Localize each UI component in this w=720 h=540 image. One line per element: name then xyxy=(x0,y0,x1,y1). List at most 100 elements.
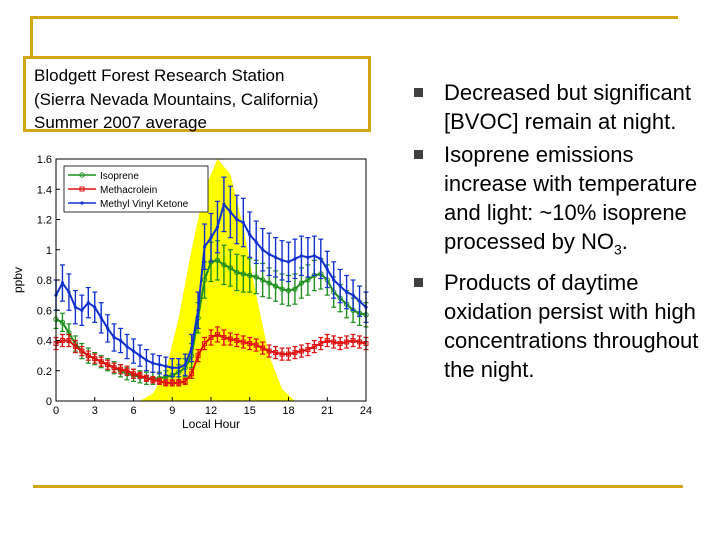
data-point xyxy=(222,202,226,206)
top-rule xyxy=(30,16,678,19)
data-point xyxy=(344,339,350,345)
x-tick-label: 12 xyxy=(205,405,217,417)
y-tick-label: 0.6 xyxy=(37,305,52,317)
y-tick-label: 1.6 xyxy=(37,154,52,166)
data-point xyxy=(332,278,336,282)
data-point xyxy=(298,280,305,286)
data-point xyxy=(215,225,220,229)
data-point xyxy=(125,344,129,349)
data-point xyxy=(248,233,252,237)
data-point xyxy=(260,345,266,351)
data-point xyxy=(202,245,207,249)
data-point xyxy=(357,299,362,303)
data-point xyxy=(324,338,330,343)
square-bullet-icon xyxy=(414,150,423,159)
bottom-rule xyxy=(33,485,683,488)
data-point xyxy=(221,334,227,340)
data-point xyxy=(286,260,291,264)
x-tick-label: 15 xyxy=(244,405,256,417)
legend-marker xyxy=(80,201,84,205)
data-point xyxy=(305,277,311,283)
data-point xyxy=(357,339,363,345)
data-point xyxy=(337,341,343,347)
left-rule xyxy=(30,16,33,56)
data-point xyxy=(112,335,116,340)
data-point xyxy=(79,348,85,354)
data-point xyxy=(266,348,272,354)
data-point xyxy=(157,363,161,367)
bullet-text: Isoprene emissions increase with tempera… xyxy=(444,142,698,254)
data-point xyxy=(319,257,323,261)
data-point xyxy=(266,280,272,286)
data-point xyxy=(73,305,77,309)
data-point xyxy=(156,378,162,384)
data-point xyxy=(59,319,66,326)
bvoc-diurnal-chart: 0 3 6 9 12 15 18 21 24 0 0.2 0.4 0.6 0.8 1 1.2 1.4 1.6 Loc… xyxy=(11,154,372,431)
data-point xyxy=(169,380,175,386)
legend-label: Methyl Vinyl Ketone xyxy=(100,199,189,210)
data-point xyxy=(80,308,84,312)
data-point xyxy=(228,210,232,214)
data-point xyxy=(292,286,298,292)
data-point xyxy=(93,305,97,309)
data-point xyxy=(298,348,304,354)
data-point xyxy=(318,341,324,347)
y-tick-label: 0.2 xyxy=(37,366,52,378)
bullet-list: Decreased but significant [BVOC] remain … xyxy=(412,78,712,384)
y-tick-label: 1.4 xyxy=(37,184,52,196)
legend-label: Methacrolein xyxy=(100,185,157,196)
data-point xyxy=(312,254,316,258)
data-point xyxy=(235,217,239,222)
legend-marker xyxy=(79,186,85,192)
x-tick-label: 0 xyxy=(53,405,59,417)
data-point xyxy=(144,358,149,362)
data-point xyxy=(209,236,213,240)
data-point xyxy=(137,372,143,378)
data-point xyxy=(305,347,311,353)
y-tick-label: 1 xyxy=(46,245,52,257)
y-tick-label: 1.2 xyxy=(37,215,52,227)
data-point xyxy=(267,252,271,256)
data-point xyxy=(208,334,214,340)
site-title-box: Blodgett Forest Research Station (Sierra… xyxy=(23,56,371,132)
site-title-line-3: Summer 2007 average xyxy=(34,113,207,132)
data-point xyxy=(221,262,227,268)
data-point xyxy=(118,366,124,372)
data-point xyxy=(60,281,65,285)
data-point xyxy=(280,258,284,262)
data-point xyxy=(234,338,240,343)
data-point xyxy=(247,272,253,279)
data-point xyxy=(299,254,304,258)
square-bullet-icon xyxy=(414,88,423,97)
data-point xyxy=(285,287,292,294)
data-point xyxy=(164,364,168,368)
series-line xyxy=(55,333,367,384)
data-point xyxy=(338,284,342,288)
data-point xyxy=(293,257,297,261)
data-point xyxy=(151,361,155,365)
data-point xyxy=(66,338,72,343)
data-point xyxy=(86,301,90,305)
data-point xyxy=(214,257,221,264)
data-point xyxy=(189,371,195,377)
legend-label: Isoprene xyxy=(100,171,139,182)
bullet-text: Decreased but significant [BVOC] remain … xyxy=(444,80,692,134)
x-axis-label: Local Hour xyxy=(182,417,240,431)
bullet-item: Decreased but significant [BVOC] remain … xyxy=(412,78,712,136)
data-point xyxy=(240,271,246,277)
data-point xyxy=(150,377,156,383)
data-point xyxy=(67,290,71,294)
data-point xyxy=(85,353,91,359)
data-point xyxy=(350,338,356,343)
x-tick-label: 24 xyxy=(360,405,372,417)
data-point xyxy=(202,341,208,347)
data-point xyxy=(99,316,103,320)
data-point xyxy=(143,375,149,381)
series-methyl-vinyl-ketone xyxy=(53,176,369,378)
data-point xyxy=(196,308,200,312)
bullet-subscript: 3 xyxy=(613,241,622,258)
data-point xyxy=(138,354,142,358)
data-point xyxy=(131,371,136,377)
data-point xyxy=(292,350,298,356)
square-bullet-icon xyxy=(414,278,423,288)
